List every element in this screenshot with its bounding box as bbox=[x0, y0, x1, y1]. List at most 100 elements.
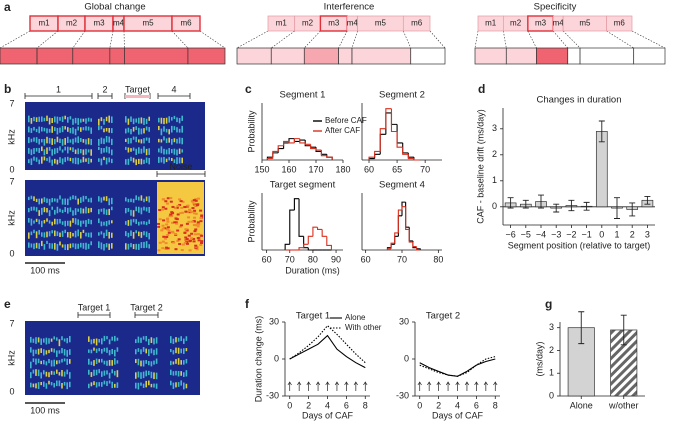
spectrogram-harmonic bbox=[61, 230, 64, 237]
motif-label: m6 bbox=[614, 19, 626, 28]
spectrogram-harmonic bbox=[148, 338, 150, 346]
spectrogram-harmonic bbox=[108, 350, 111, 356]
spectrogram-harmonic bbox=[46, 147, 48, 155]
spectrogram-harmonic bbox=[43, 360, 45, 365]
spectrogram-harmonic bbox=[143, 138, 145, 144]
spectrogram-harmonic bbox=[66, 358, 68, 365]
noise-speck bbox=[199, 220, 203, 223]
series-line bbox=[419, 356, 496, 377]
spectrogram-harmonic bbox=[111, 243, 113, 249]
spectrogram-harmonic bbox=[69, 231, 72, 239]
spectrogram-harmonic bbox=[100, 158, 103, 166]
spectrogram-harmonic bbox=[61, 358, 63, 363]
spectrogram-harmonic bbox=[140, 382, 142, 386]
spectrogram-harmonic bbox=[43, 232, 46, 238]
spectrogram-harmonic bbox=[40, 338, 42, 345]
noise-speck bbox=[166, 197, 170, 200]
spectrogram-harmonic bbox=[180, 348, 182, 354]
spectrogram-harmonic bbox=[77, 219, 79, 226]
spectrogram-harmonic bbox=[32, 338, 35, 343]
spectrogram-harmonic bbox=[35, 117, 38, 123]
spectrogram-harmonic bbox=[80, 118, 82, 123]
spectrogram-harmonic bbox=[35, 337, 37, 344]
spectrogram-harmonic bbox=[100, 137, 103, 144]
spectrogram-harmonic bbox=[90, 241, 92, 246]
noise-speck bbox=[189, 237, 193, 240]
spectrogram-harmonic bbox=[125, 138, 127, 142]
x-tick-label: 60 bbox=[364, 164, 374, 174]
connector bbox=[199, 30, 226, 49]
spectrogram-harmonic bbox=[183, 360, 185, 365]
spectrogram-harmonic bbox=[48, 210, 51, 217]
spectrogram-harmonic bbox=[145, 241, 148, 248]
spectrogram-harmonic bbox=[98, 339, 100, 343]
spectrogram-harmonic bbox=[69, 147, 72, 151]
spectrogram-harmonic bbox=[101, 358, 103, 363]
spectrogram-harmonic bbox=[56, 218, 59, 225]
spectrogram-harmonic bbox=[72, 210, 74, 216]
histogram-bin bbox=[402, 142, 409, 154]
spectrogram-harmonic bbox=[140, 128, 143, 135]
spectrogram-harmonic bbox=[148, 380, 150, 386]
spectrogram-harmonic bbox=[40, 360, 42, 365]
spectrogram-harmonic bbox=[30, 206, 33, 211]
spectrogram-harmonic bbox=[82, 195, 85, 202]
spec-axis-label: 7 bbox=[9, 176, 14, 186]
connector bbox=[631, 30, 666, 49]
chart-title: Target segment bbox=[270, 180, 336, 191]
caf-arrow bbox=[464, 381, 470, 391]
spectrogram-harmonic bbox=[77, 229, 79, 237]
noise-speck bbox=[163, 227, 167, 230]
spectrogram-harmonic bbox=[130, 138, 132, 144]
noise-speck bbox=[161, 240, 165, 243]
noise-speck bbox=[181, 243, 185, 246]
connector bbox=[474, 30, 479, 49]
spectrogram-harmonic bbox=[87, 218, 90, 224]
spectrogram-harmonic bbox=[100, 231, 103, 235]
spectrogram-harmonic bbox=[40, 348, 42, 353]
spectrogram-harmonic bbox=[173, 126, 176, 131]
spectrogram-harmonic bbox=[54, 198, 56, 202]
noise-speck bbox=[160, 208, 164, 211]
spectrogram-harmonic bbox=[111, 138, 113, 146]
spectrogram-harmonic bbox=[168, 129, 170, 135]
spectrogram-harmonic bbox=[72, 138, 74, 145]
spectrogram-harmonic bbox=[48, 349, 50, 354]
spectrogram-harmonic bbox=[125, 159, 127, 165]
error-bar bbox=[629, 202, 636, 217]
spectrogram-harmonic bbox=[53, 383, 55, 388]
caf-arrow bbox=[297, 381, 302, 391]
spectrogram-harmonic bbox=[160, 157, 163, 163]
spectrogram-harmonic bbox=[37, 348, 40, 355]
spectrogram-harmonic bbox=[30, 382, 32, 388]
y-axis-label: (ms/day) bbox=[534, 341, 544, 376]
spectrogram-harmonic bbox=[38, 147, 40, 153]
spectrogram-harmonic bbox=[41, 156, 43, 164]
panel-label: b bbox=[4, 82, 11, 96]
motif-label: m6 bbox=[180, 19, 192, 28]
spectrogram-harmonic bbox=[173, 138, 176, 143]
spectrogram-harmonic bbox=[108, 208, 110, 216]
spectrogram-harmonic bbox=[137, 382, 140, 390]
histogram-bin bbox=[402, 147, 409, 155]
noise-speck bbox=[187, 216, 191, 219]
noise-speck bbox=[192, 199, 196, 202]
spectrogram-harmonic bbox=[46, 128, 48, 134]
spectrogram-harmonic bbox=[69, 196, 72, 201]
histogram-bin bbox=[320, 151, 327, 155]
spectrogram-harmonic bbox=[180, 371, 182, 376]
spectrogram-harmonic bbox=[50, 360, 53, 367]
noise-speck bbox=[194, 204, 198, 207]
spectrogram-harmonic bbox=[98, 196, 100, 202]
error-bar bbox=[620, 314, 627, 346]
histogram-bin bbox=[379, 128, 386, 152]
noise-speck bbox=[158, 241, 162, 244]
spectrogram-harmonic bbox=[54, 116, 56, 123]
spec-axis-label: 0 bbox=[9, 386, 14, 396]
y-tick-label: 0 bbox=[492, 201, 497, 211]
spectrogram-harmonic bbox=[61, 336, 63, 341]
spectrogram-harmonic bbox=[30, 336, 32, 343]
x-tick-label: −4 bbox=[536, 229, 546, 239]
spectrogram-harmonic bbox=[108, 115, 110, 123]
spectrogram-harmonic bbox=[142, 347, 145, 352]
